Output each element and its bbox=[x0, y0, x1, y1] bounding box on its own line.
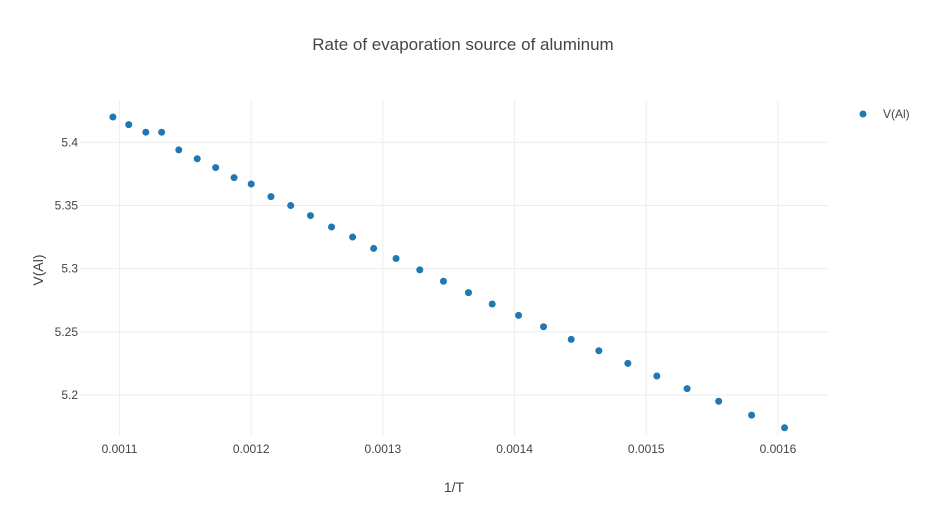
x-tick-label: 0.0016 bbox=[760, 442, 797, 456]
legend-marker bbox=[859, 110, 867, 118]
grid-lines bbox=[80, 100, 828, 436]
data-point[interactable] bbox=[247, 180, 255, 188]
data-point[interactable] bbox=[158, 128, 166, 136]
x-tick-label: 0.0015 bbox=[628, 442, 665, 456]
data-point[interactable] bbox=[540, 323, 548, 331]
x-axis-title: 1/T bbox=[444, 479, 465, 495]
data-point[interactable] bbox=[109, 113, 117, 121]
data-point[interactable] bbox=[392, 255, 400, 263]
data-point[interactable] bbox=[193, 155, 201, 163]
data-point[interactable] bbox=[715, 397, 723, 405]
data-point[interactable] bbox=[439, 277, 447, 285]
data-point[interactable] bbox=[683, 385, 691, 393]
y-axis-title: V(Al) bbox=[30, 254, 46, 285]
data-point[interactable] bbox=[175, 146, 183, 154]
data-point[interactable] bbox=[142, 128, 150, 136]
data-point[interactable] bbox=[515, 311, 523, 319]
y-tick-label: 5.2 bbox=[61, 388, 78, 402]
x-tick-label: 0.0013 bbox=[365, 442, 402, 456]
data-point[interactable] bbox=[595, 347, 603, 355]
chart-title: Rate of evaporation source of aluminum bbox=[312, 35, 613, 54]
legend-label: V(Al) bbox=[883, 107, 910, 121]
x-tick-label: 0.0011 bbox=[102, 442, 138, 456]
data-point[interactable] bbox=[306, 212, 314, 220]
data-point[interactable] bbox=[349, 233, 357, 241]
data-point[interactable] bbox=[230, 174, 238, 182]
data-point[interactable] bbox=[464, 289, 472, 297]
data-point[interactable] bbox=[488, 300, 496, 308]
x-tick-label: 0.0012 bbox=[233, 442, 270, 456]
data-point[interactable] bbox=[653, 372, 661, 380]
y-tick-label: 5.3 bbox=[61, 262, 78, 276]
y-tick-label: 5.4 bbox=[61, 135, 78, 149]
data-point[interactable] bbox=[328, 223, 336, 231]
data-point[interactable] bbox=[748, 411, 756, 419]
data-point[interactable] bbox=[287, 201, 295, 209]
data-point[interactable] bbox=[781, 424, 789, 432]
y-tick-label: 5.25 bbox=[55, 325, 79, 339]
data-point[interactable] bbox=[624, 359, 632, 367]
tick-labels: 0.0011 0.0012 0.0013 0.0014 0.0015 0.00165.25… bbox=[55, 135, 797, 456]
data-point[interactable] bbox=[125, 121, 133, 129]
data-point[interactable] bbox=[416, 266, 424, 274]
legend[interactable]: V(Al) bbox=[859, 107, 910, 121]
y-tick-label: 5.35 bbox=[55, 198, 79, 212]
x-tick-label: 0.0014 bbox=[496, 442, 533, 456]
data-point[interactable] bbox=[267, 193, 275, 201]
data-points[interactable] bbox=[109, 113, 789, 432]
data-point[interactable] bbox=[212, 164, 220, 172]
data-point[interactable] bbox=[370, 244, 378, 252]
data-point[interactable] bbox=[567, 335, 575, 343]
